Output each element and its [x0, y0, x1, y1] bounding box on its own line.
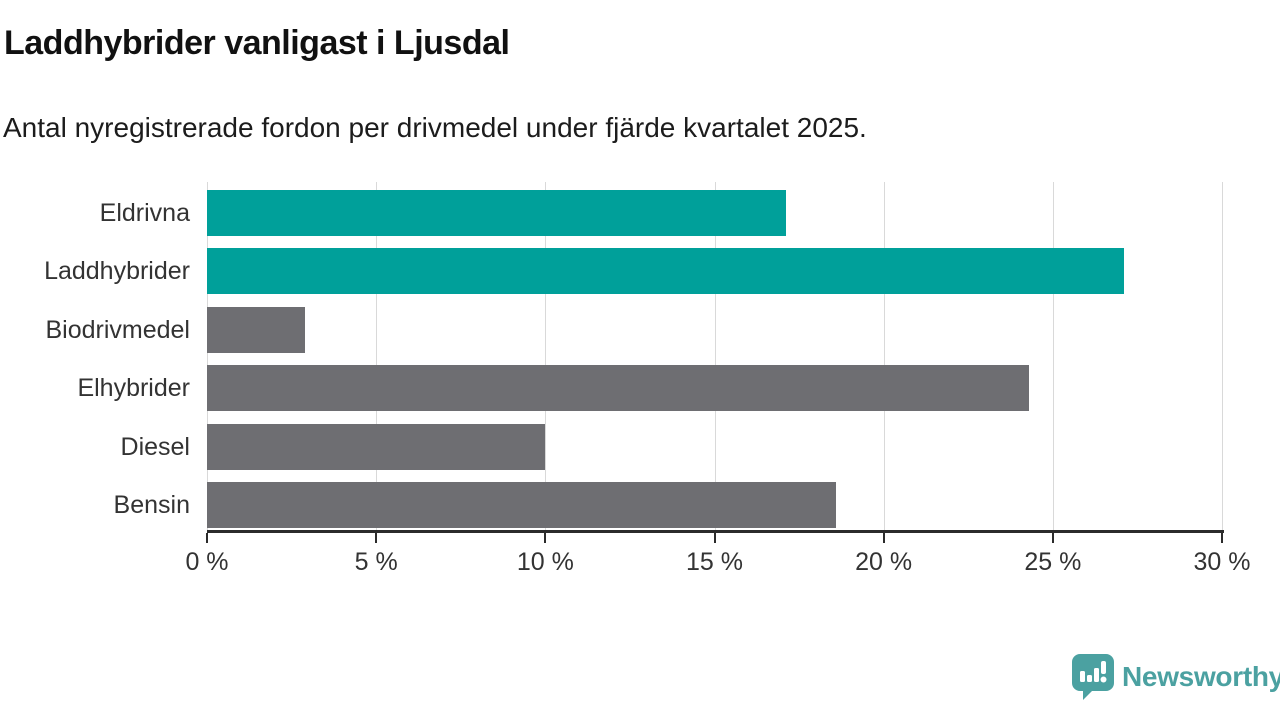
category-label: Laddhybrider	[44, 257, 190, 286]
gridline	[1222, 182, 1223, 530]
category-axis: Eldrivna Laddhybrider Biodrivmedel Elhybrid…	[0, 182, 190, 530]
x-axis-tick	[1051, 533, 1054, 543]
gridline	[545, 182, 547, 530]
x-axis-tick	[544, 533, 547, 543]
bar-biodrivmedel	[207, 306, 306, 353]
page-title: Laddhybrider vanligast i Ljusdal	[4, 24, 510, 62]
gridline	[376, 182, 378, 530]
x-axis-tick-label: 25 %	[1024, 548, 1082, 576]
x-axis-tick	[713, 533, 716, 543]
newsworthy-speech-bubble-icon	[1072, 654, 1114, 700]
category-label: Elhybrider	[77, 374, 190, 403]
bar-diesel	[207, 423, 546, 470]
newsworthy-logo: Newsworthy	[1072, 654, 1280, 700]
plot-area: 0 % 5 % 10 % 15 % 20 % 25 % 30 %	[185, 182, 1250, 576]
category-label: Bensin	[113, 491, 190, 519]
bar-eldrivna	[207, 190, 786, 236]
x-axis-tick-label: 15 %	[686, 548, 743, 576]
bar-elhybrider	[207, 365, 1030, 412]
x-axis-tick	[375, 533, 378, 543]
x-axis-tick-label: 20 %	[855, 548, 913, 576]
category-label: Biodrivmedel	[45, 315, 190, 344]
category-label: Diesel	[120, 432, 190, 461]
gridline	[207, 182, 208, 530]
brand-name: Newsworthy	[1122, 661, 1280, 692]
bar-bensin	[207, 482, 837, 528]
gridline	[883, 182, 885, 530]
bar-chart: Eldrivna Laddhybrider Biodrivmedel Elhybrid…	[0, 182, 1250, 576]
category-label: Eldrivna	[99, 199, 190, 227]
x-axis-tick-label: 30 %	[1193, 548, 1251, 576]
x-axis-line	[207, 530, 1224, 533]
x-axis-tick-label: 10 %	[516, 548, 574, 576]
x-axis-tick	[206, 533, 208, 543]
gridline	[714, 182, 716, 530]
x-axis-tick-label: 5 %	[354, 548, 398, 576]
x-axis-tick-label: 0 %	[185, 548, 229, 576]
page-subtitle: Antal nyregistrerade fordon per drivmede…	[3, 112, 867, 143]
bar-laddhybrider	[207, 248, 1124, 295]
x-axis-tick	[882, 533, 885, 543]
gridline	[1052, 182, 1054, 530]
x-axis-tick	[1221, 533, 1223, 543]
